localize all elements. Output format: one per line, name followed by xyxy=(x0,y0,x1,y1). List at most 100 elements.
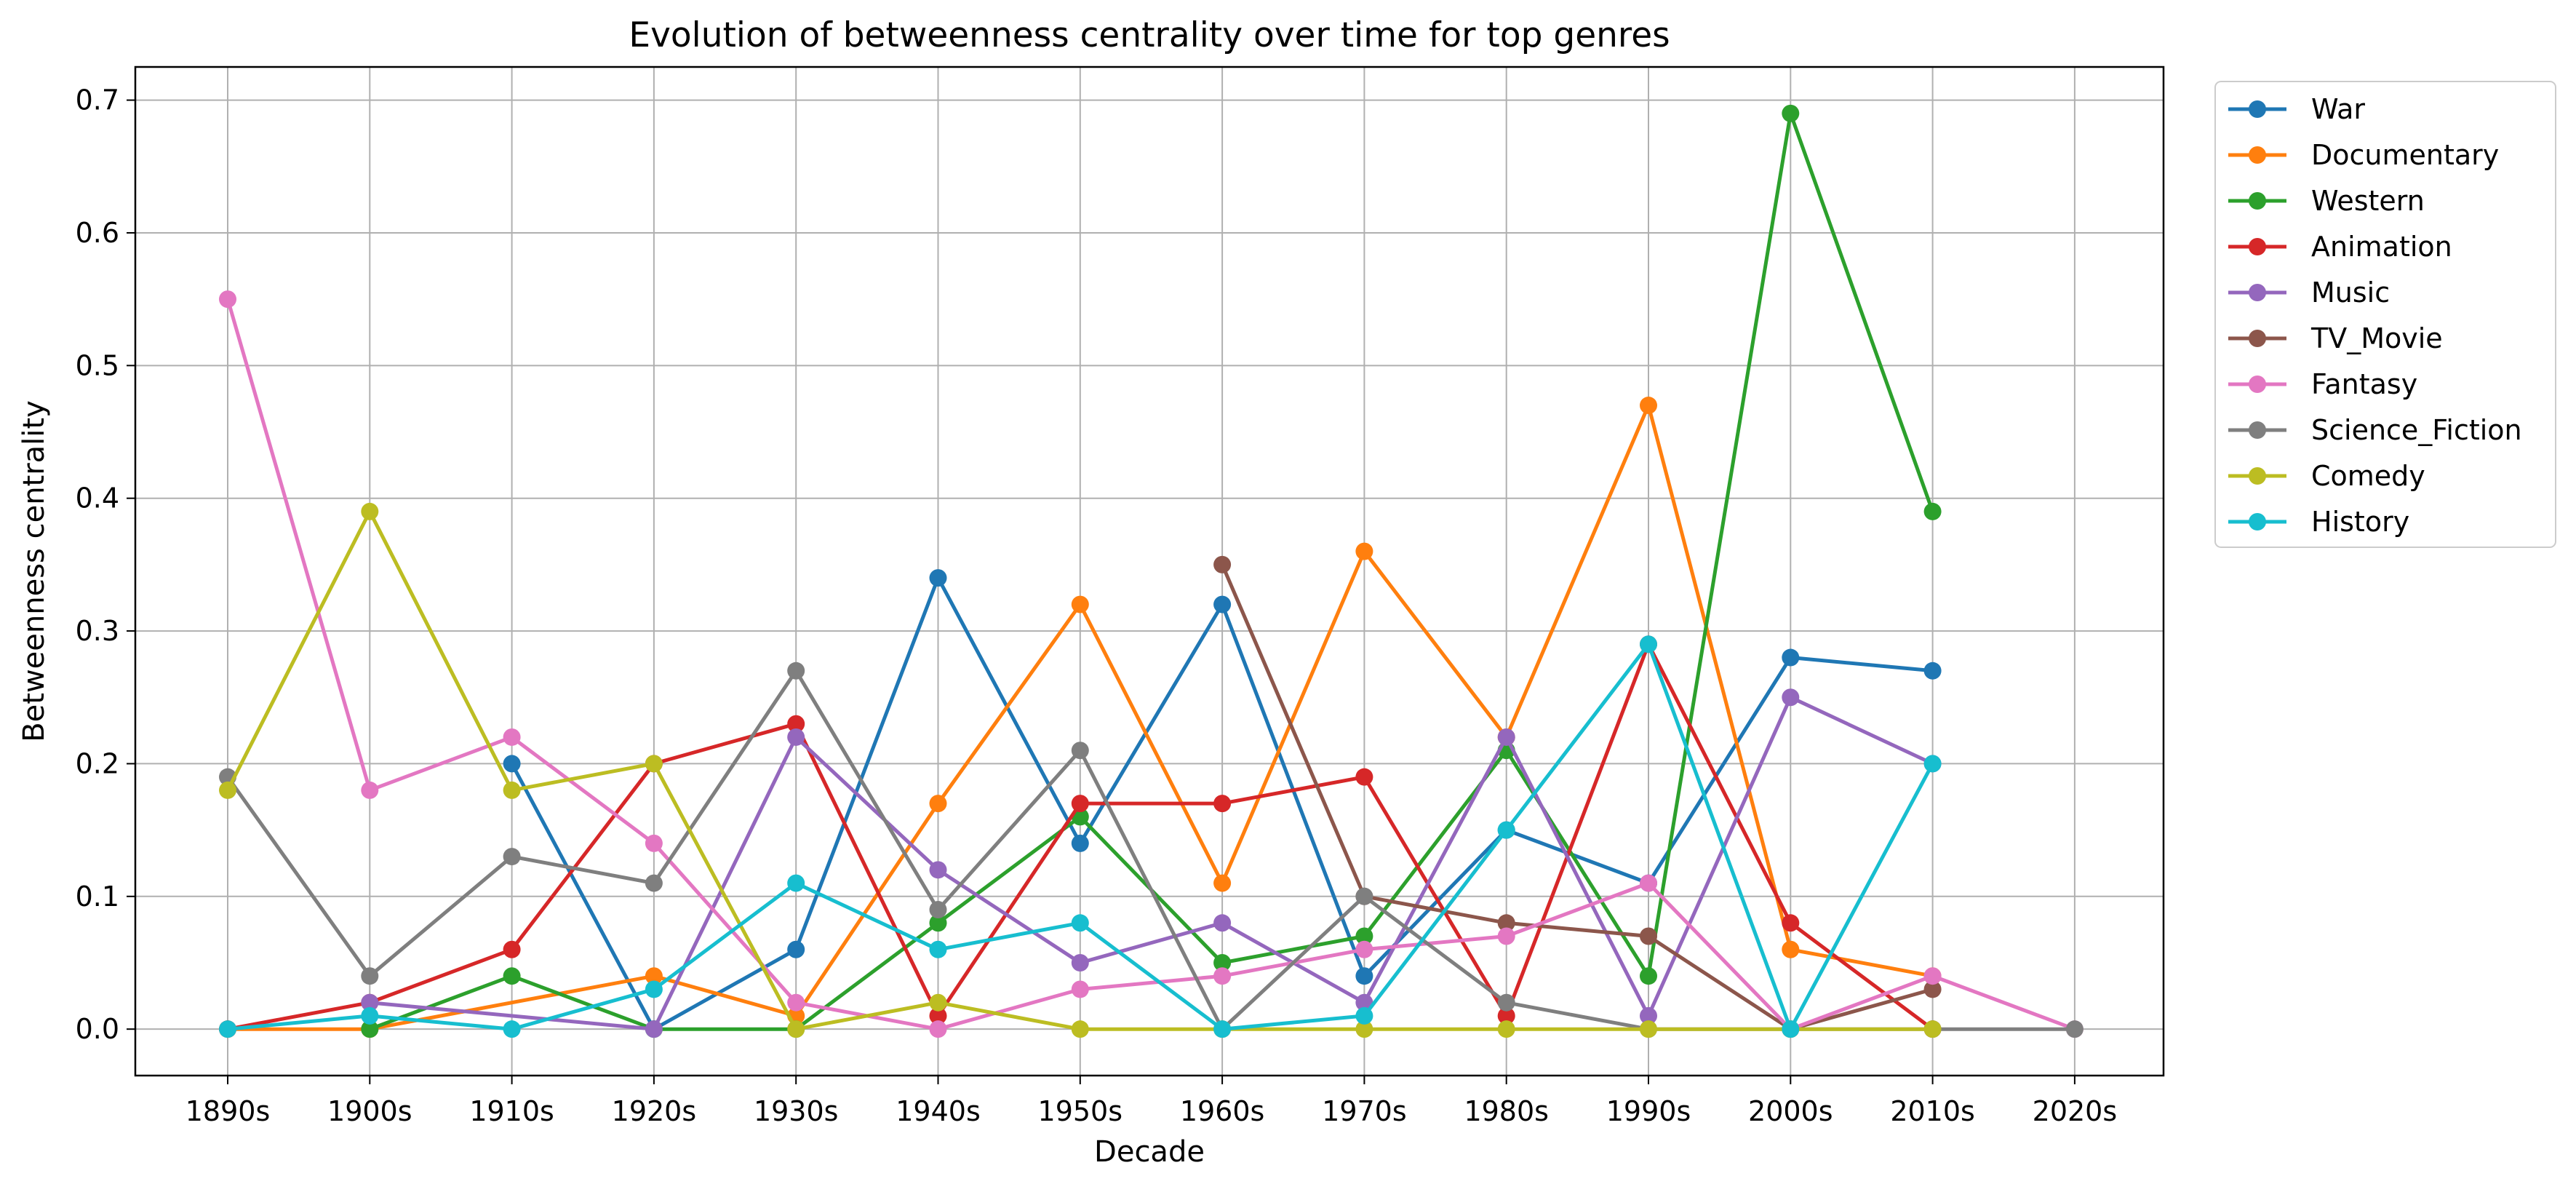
data-point xyxy=(787,728,805,746)
chart-title: Evolution of betweenness centrality over… xyxy=(629,15,1670,55)
series-music xyxy=(361,688,1942,1038)
data-point xyxy=(1071,953,1089,972)
y-tick-label: 0.5 xyxy=(76,349,119,381)
data-point xyxy=(1497,914,1515,932)
data-point xyxy=(1640,874,1657,892)
data-point xyxy=(787,874,805,892)
legend-label: War xyxy=(2311,93,2365,125)
data-point xyxy=(1355,993,1373,1012)
y-tick-label: 0.0 xyxy=(76,1013,119,1045)
data-point xyxy=(929,1020,947,1038)
data-point xyxy=(361,967,379,985)
data-point xyxy=(787,1020,805,1038)
data-point xyxy=(1213,967,1232,985)
data-point xyxy=(1355,940,1373,958)
data-point xyxy=(2065,1020,2083,1038)
data-point xyxy=(929,1006,947,1025)
data-point xyxy=(1497,728,1515,746)
data-point xyxy=(1782,940,1800,958)
data-point xyxy=(1213,874,1232,892)
x-tick-label: 1980s xyxy=(1464,1095,1549,1127)
data-point xyxy=(929,914,947,932)
legend-label: TV_Movie xyxy=(2310,322,2443,354)
x-tick-label: 1910s xyxy=(469,1095,554,1127)
legend-marker xyxy=(2249,192,2266,210)
data-point xyxy=(1923,980,1942,998)
x-tick-label: 1950s xyxy=(1038,1095,1123,1127)
data-point xyxy=(645,874,663,892)
data-point xyxy=(787,940,805,958)
series-line-documentary xyxy=(228,403,1934,1031)
data-point xyxy=(1640,1006,1657,1025)
data-point xyxy=(1497,821,1515,839)
axis-ticks: 1890s 1900s 1910s 1920s 1930s 1940s 1950s 1960s… xyxy=(76,84,2118,1127)
series-layer xyxy=(219,104,2083,1038)
y-tick-label: 0.2 xyxy=(76,747,119,779)
data-point xyxy=(929,569,947,587)
legend-marker xyxy=(2249,513,2266,531)
legend-label: Animation xyxy=(2311,231,2452,263)
x-axis-label: Decade xyxy=(1094,1135,1205,1169)
legend-frame xyxy=(2214,81,2556,548)
legend-label: History xyxy=(2311,506,2409,538)
data-point xyxy=(1355,1006,1373,1025)
data-point xyxy=(1640,967,1657,985)
series-line-fantasy xyxy=(226,298,2075,1031)
data-point xyxy=(1782,1020,1800,1038)
data-point xyxy=(645,980,663,998)
legend: War Documentary Western Animation Music TV_Mo… xyxy=(2214,81,2556,548)
data-point xyxy=(1355,967,1373,985)
data-point xyxy=(1640,635,1657,653)
data-point xyxy=(1071,914,1089,932)
data-point xyxy=(219,781,236,799)
data-point xyxy=(1355,768,1373,786)
data-point xyxy=(503,728,521,746)
legend-entry-western: Western xyxy=(2228,185,2425,217)
data-point xyxy=(503,967,521,985)
data-point xyxy=(929,795,947,813)
data-point xyxy=(1355,542,1373,560)
legend-marker xyxy=(2249,284,2266,301)
legend-marker xyxy=(2249,467,2266,485)
data-point xyxy=(1497,1020,1515,1038)
data-point xyxy=(1497,927,1515,945)
data-point xyxy=(1213,914,1232,932)
data-point xyxy=(787,993,805,1012)
legend-entry-documentary: Documentary xyxy=(2228,139,2499,171)
data-point xyxy=(1782,104,1800,122)
data-point xyxy=(787,661,805,680)
data-point xyxy=(1071,980,1089,998)
series-fantasy xyxy=(219,290,2083,1038)
x-tick-label: 2010s xyxy=(1890,1095,1975,1127)
data-point xyxy=(1355,887,1373,905)
data-point xyxy=(1213,595,1232,613)
data-point xyxy=(929,940,947,958)
y-tick-label: 0.7 xyxy=(76,84,119,116)
data-point xyxy=(219,290,236,309)
legend-entry-science-fiction: Science_Fiction xyxy=(2228,414,2522,446)
legend-label: Comedy xyxy=(2311,460,2425,492)
data-point xyxy=(503,1020,521,1038)
data-point xyxy=(1640,927,1657,945)
legend-entry-fantasy: Fantasy xyxy=(2228,368,2417,400)
data-point xyxy=(1071,795,1089,813)
data-point xyxy=(645,755,663,773)
legend-label: Fantasy xyxy=(2311,368,2417,400)
legend-entry-tv-movie: TV_Movie xyxy=(2228,322,2443,354)
plot-frame xyxy=(134,65,2165,1077)
legend-entry-history: History xyxy=(2228,506,2409,538)
data-point xyxy=(929,993,947,1012)
data-point xyxy=(1923,967,1942,985)
data-point xyxy=(1497,1006,1515,1025)
x-tick-label: 2000s xyxy=(1748,1095,1833,1127)
x-tick-label: 1890s xyxy=(186,1095,271,1127)
data-point xyxy=(1071,595,1089,613)
legend-label: Western xyxy=(2311,185,2425,217)
y-tick-label: 0.6 xyxy=(76,217,119,249)
legend-entry-music: Music xyxy=(2228,277,2390,309)
y-tick-label: 0.3 xyxy=(76,615,119,647)
data-point xyxy=(929,901,947,919)
data-point xyxy=(1213,953,1232,972)
data-point xyxy=(1782,688,1800,707)
